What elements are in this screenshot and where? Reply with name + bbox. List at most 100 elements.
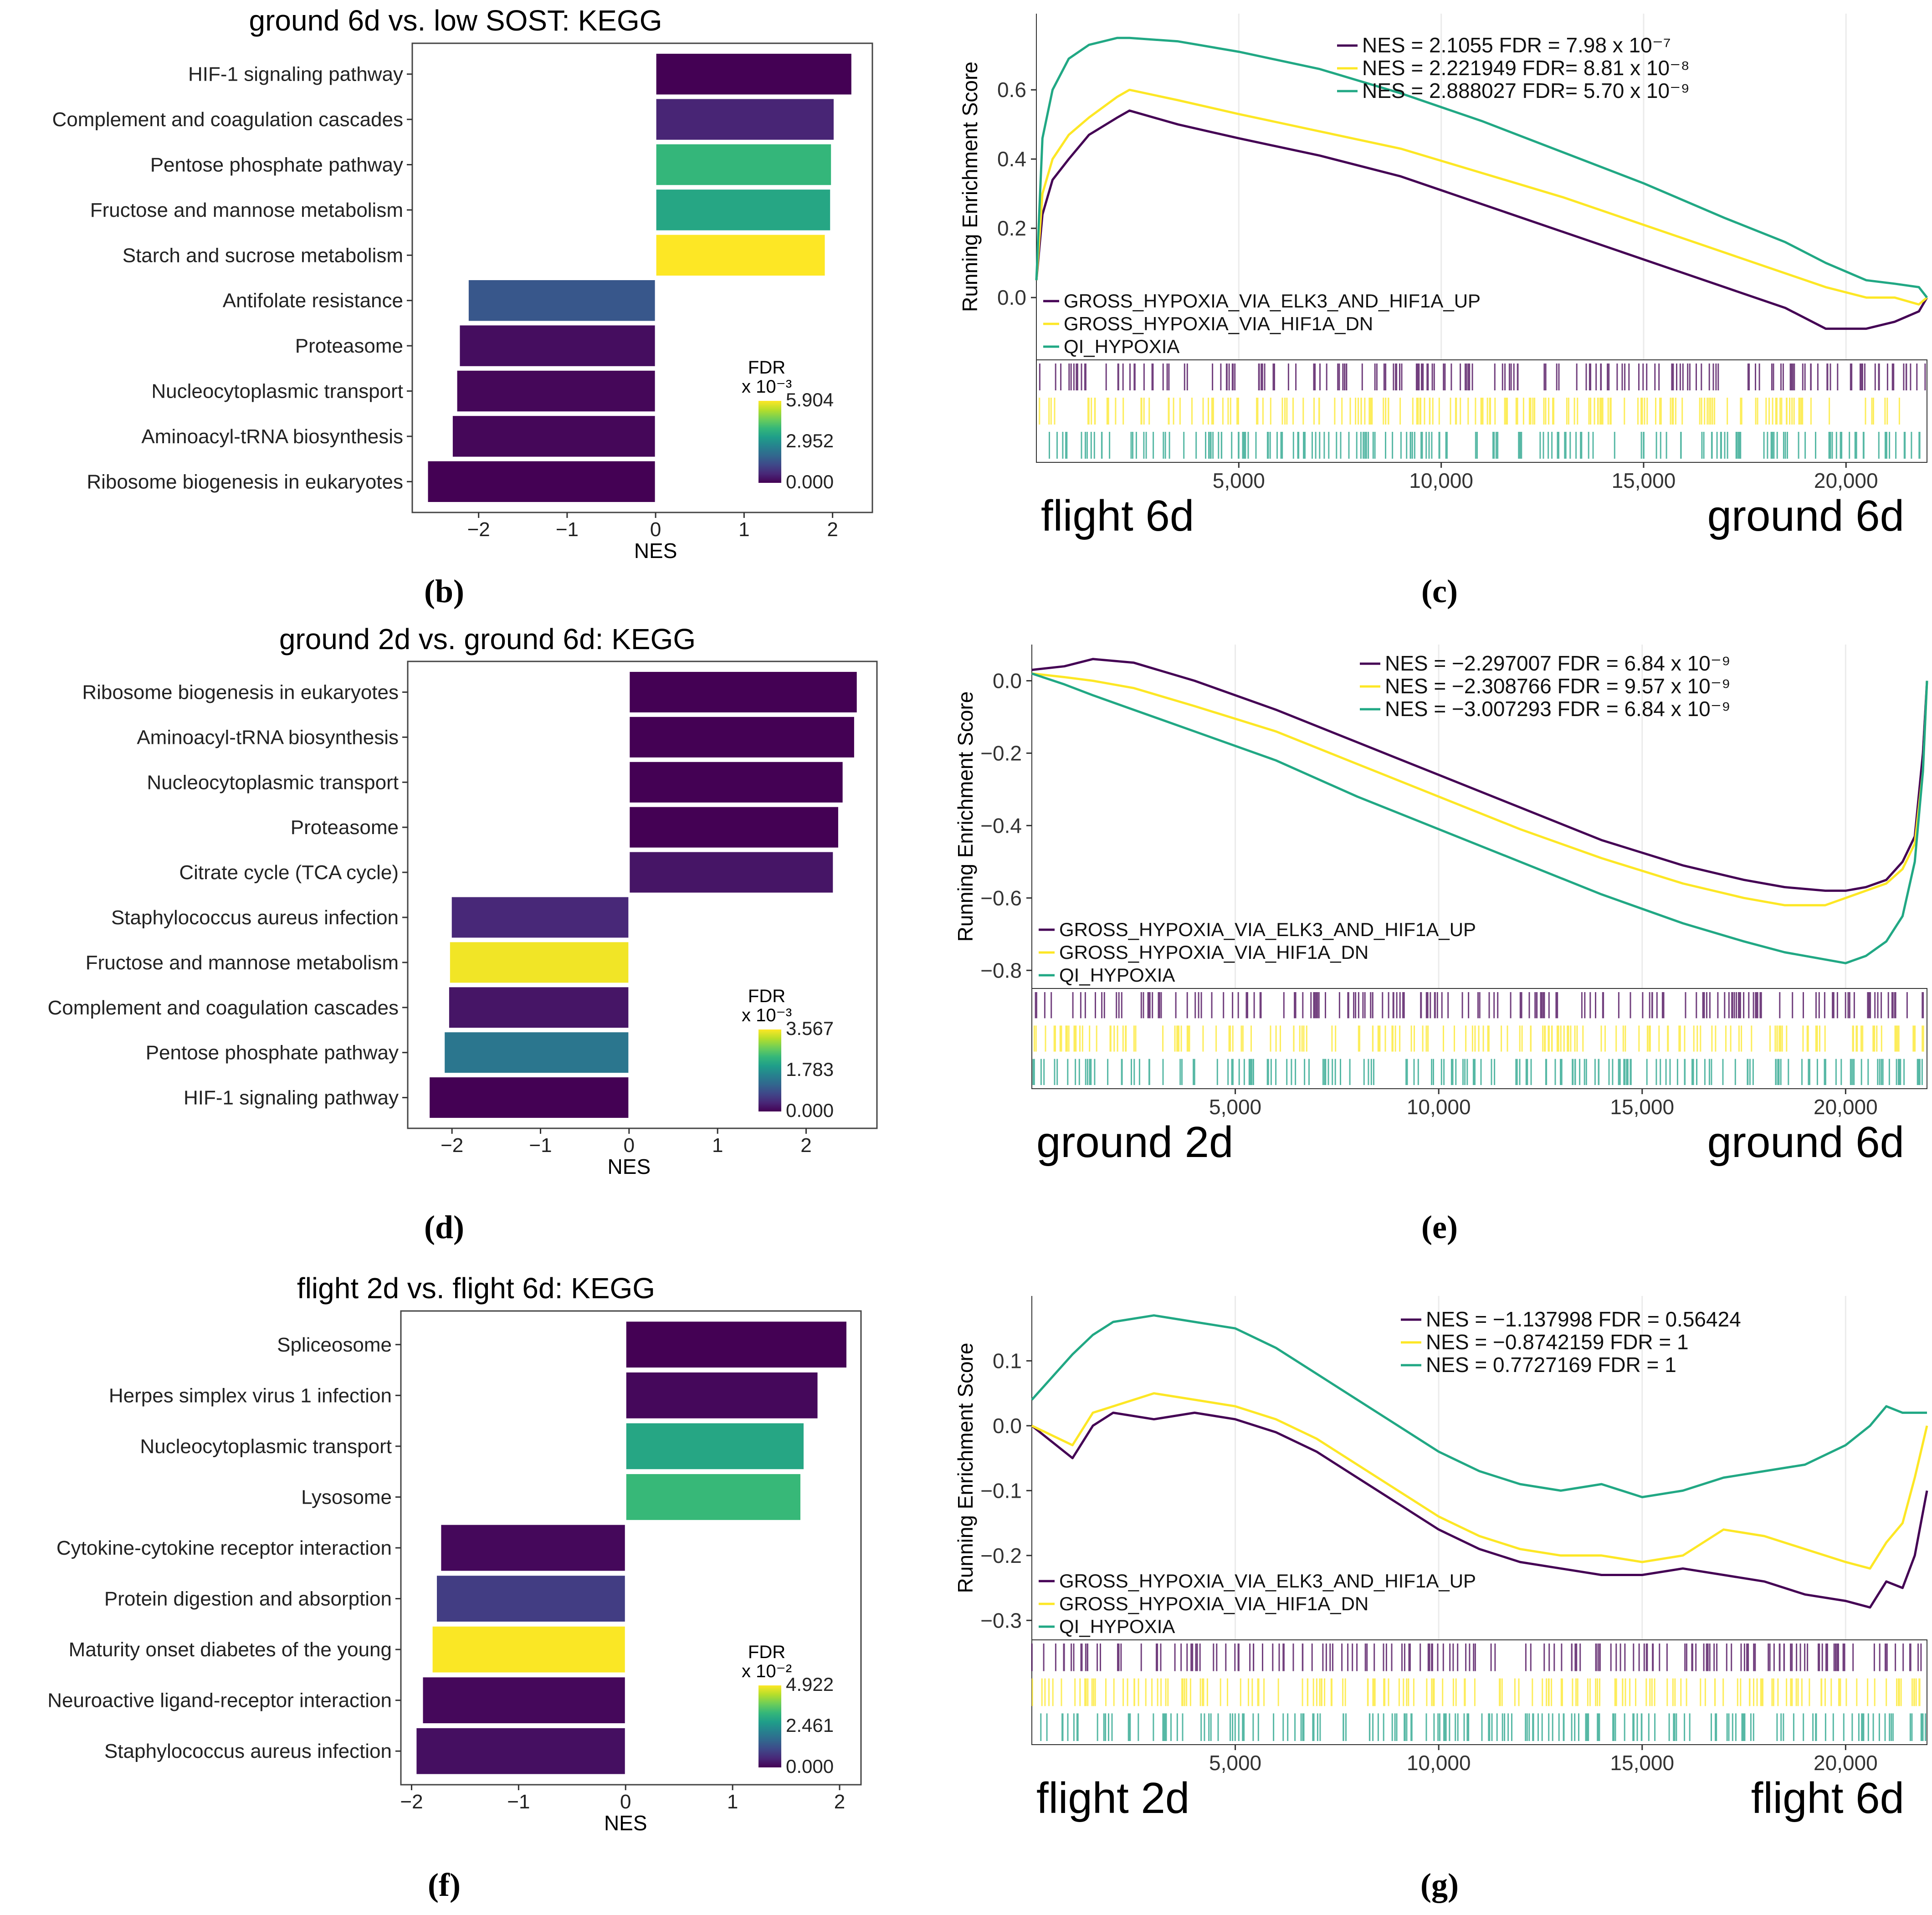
category-label: Neuroactive ligand-receptor interaction <box>47 1690 392 1712</box>
category-label: Lysosome <box>301 1486 392 1508</box>
category-label: Maturity onset diabetes of the young <box>69 1639 392 1661</box>
plot-frame <box>407 661 878 1129</box>
stat-text: NES = −0.8742159 FDR = 1 <box>1426 1330 1689 1354</box>
bar-chart-panel-d: ground 2d vs. ground 6d: KEGG (d) Riboso… <box>48 623 878 1245</box>
y-axis-label: Running Enrichment Score <box>953 691 977 942</box>
colorbar-tick-label: 5.904 <box>786 389 834 410</box>
bar <box>655 188 832 232</box>
x-tick-label: 2 <box>827 518 838 541</box>
bar <box>448 941 630 984</box>
gsea-panel-c: (c) 0.0 0.2 0.4 0.6 Running Enrichment Score… <box>958 14 1928 609</box>
x-tick-label: −1 <box>507 1791 530 1813</box>
x-tick-label: 20,000 <box>1814 469 1878 492</box>
gsea-panel-g: (g) −0.3 −0.2 −0.1 0.0 0.1 Running Enrichment… <box>953 1296 1928 1903</box>
enrichment-curve <box>1031 672 1928 906</box>
x-tick-label: −1 <box>529 1134 552 1157</box>
bar <box>655 97 835 141</box>
category-label: Aminoacyl-tRNA biosynthesis <box>137 726 399 748</box>
category-label: Proteasome <box>295 335 403 357</box>
plot-frame <box>411 42 873 513</box>
enrichment-curve <box>1035 36 1928 298</box>
x-tick-label: 5,000 <box>1209 1095 1261 1119</box>
x-tick-label: −1 <box>556 518 579 541</box>
y-tick-label: 0.0 <box>997 286 1026 309</box>
x-tick-label: 15,000 <box>1612 469 1676 492</box>
stat-text: NES = 2.888027 FDR= 5.70 x 10⁻⁹ <box>1362 79 1690 102</box>
bar <box>625 1320 848 1369</box>
bar <box>421 1676 626 1725</box>
category-label: Cytokine-cytokine receptor interaction <box>56 1537 392 1559</box>
gsea-panel-e: (e) −0.8 −0.6 −0.4 −0.2 0.0 Running Enrichmen… <box>953 645 1928 1245</box>
y-axis-label: Running Enrichment Score <box>958 61 982 312</box>
category-label: Antifolate resistance <box>223 290 403 312</box>
colorbar-tick-label: 2.461 <box>786 1715 834 1736</box>
category-label: Pentose phosphate pathway <box>150 154 403 176</box>
panel-label: (e) <box>1421 1209 1458 1245</box>
x-tick-label: 0 <box>620 1791 631 1813</box>
y-tick-label: 0.0 <box>993 669 1022 692</box>
gene-hit-ticks <box>1039 398 1900 425</box>
panel-label: (g) <box>1420 1867 1459 1903</box>
colorbar-tick-label: 1.783 <box>786 1059 834 1080</box>
gene-hit-ticks <box>1035 992 1924 1019</box>
legend-title: FDR <box>748 358 785 378</box>
bar <box>431 1625 626 1674</box>
bar-chart-panel-b: ground 6d vs. low SOST: KEGG (b) HIF-1 s… <box>52 4 873 609</box>
x-tick-label: 1 <box>712 1134 723 1157</box>
category-label: Herpes simplex virus 1 infection <box>109 1384 392 1407</box>
series-legend-label: GROSS_HYPOXIA_VIA_ELK3_AND_HIF1A_UP <box>1059 919 1476 940</box>
chart-title: ground 2d vs. ground 6d: KEGG <box>279 623 696 655</box>
colorbar <box>758 1029 781 1111</box>
series-legend-label: GROSS_HYPOXIA_VIA_HIF1A_DN <box>1064 313 1373 334</box>
x-axis-label: NES <box>634 539 677 563</box>
y-tick-label: −0.3 <box>980 1608 1022 1632</box>
bar <box>447 986 630 1029</box>
category-label: Complement and coagulation cascades <box>52 108 403 131</box>
stat-text: NES = −2.308766 FDR = 9.57 x 10⁻⁹ <box>1385 674 1731 698</box>
category-label: Fructose and mannose metabolism <box>90 199 403 221</box>
enrichment-curve <box>1031 658 1928 892</box>
x-tick-label: 5,000 <box>1209 1751 1261 1775</box>
gene-hit-ticks <box>1031 1644 1922 1671</box>
y-tick-label: −0.2 <box>980 741 1022 765</box>
stat-text: NES = 2.1055 FDR = 7.98 x 10⁻⁷ <box>1362 33 1671 57</box>
bar <box>467 278 656 323</box>
colorbar <box>758 401 781 483</box>
category-label: Complement and coagulation cascades <box>48 997 399 1019</box>
x-axis-label: NES <box>604 1811 647 1835</box>
x-tick-label: 5,000 <box>1213 469 1265 492</box>
y-tick-label: −0.2 <box>980 1544 1022 1567</box>
bar <box>450 896 630 939</box>
colorbar-tick-label: 3.567 <box>786 1018 834 1039</box>
category-label: Fructose and mannose metabolism <box>86 952 399 974</box>
stat-text: NES = −1.137998 FDR = 0.56424 <box>1426 1307 1741 1331</box>
rank-panel-frame <box>1031 988 1927 1089</box>
left-phenotype-label: flight 6d <box>1041 492 1194 540</box>
x-tick-label: 20,000 <box>1814 1095 1878 1119</box>
x-tick-label: 0 <box>624 1134 635 1157</box>
category-label: Pentose phosphate pathway <box>146 1042 399 1064</box>
x-tick-label: 1 <box>738 518 749 541</box>
x-tick-label: 20,000 <box>1814 1751 1878 1775</box>
bar <box>655 233 826 277</box>
bar <box>436 1574 626 1623</box>
y-tick-label: −0.1 <box>980 1479 1022 1502</box>
gene-hit-ticks <box>1040 1713 1927 1741</box>
bar <box>655 143 833 187</box>
series-legend-label: QI_HYPOXIA <box>1059 1616 1175 1637</box>
bar <box>628 670 858 714</box>
bar <box>628 850 835 894</box>
bar-chart-panel-f: flight 2d vs. flight 6d: KEGG (f) Splice… <box>47 1272 862 1903</box>
legend-scale: x 10⁻³ <box>742 1005 792 1025</box>
category-label: Ribosome biogenesis in eukaryotes <box>87 471 403 493</box>
gene-hit-ticks <box>1031 1678 1921 1706</box>
stat-text: NES = −3.007293 FDR = 6.84 x 10⁻⁹ <box>1385 697 1731 721</box>
x-tick-label: 10,000 <box>1407 1751 1471 1775</box>
y-tick-label: 0.1 <box>993 1349 1022 1372</box>
category-label: Citrate cycle (TCA cycle) <box>179 861 399 884</box>
gene-hit-ticks <box>1049 432 1921 459</box>
enrichment-curve <box>1035 109 1928 330</box>
rank-panel-frame <box>1036 359 1927 463</box>
x-tick-label: 15,000 <box>1610 1751 1674 1775</box>
